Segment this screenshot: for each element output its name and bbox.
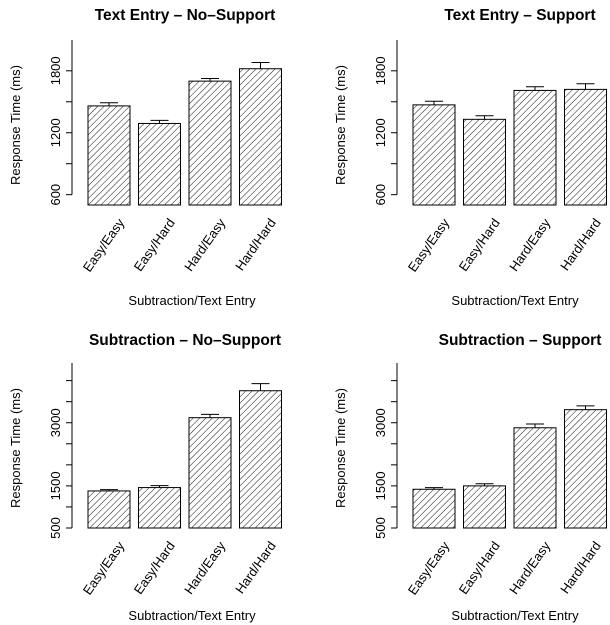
y-tick-label: 3000 [373, 408, 388, 437]
x-tick-label: Easy/Easy [80, 215, 128, 274]
bar [463, 118, 506, 206]
y-tick-label: 1200 [48, 118, 63, 147]
y-axis-label: Response Time (ms) [8, 388, 23, 508]
bar [188, 417, 232, 529]
x-tick-label: Easy/Easy [405, 538, 453, 597]
bar [513, 89, 557, 206]
chart-panel-4: Subtraction – Support 500 1500 3000 Response… [333, 332, 607, 623]
bar [239, 390, 282, 529]
bar [412, 104, 456, 206]
bar [463, 485, 506, 529]
y-tick-label: 1200 [373, 118, 388, 147]
x-axis-label: Subtraction/Text Entry [128, 293, 256, 308]
x-tick-label: Hard/Easy [506, 538, 553, 597]
x-tick-label: Easy/Easy [80, 538, 128, 597]
y-tick-label: 3000 [48, 408, 63, 437]
bar [138, 487, 181, 529]
bar [138, 122, 181, 206]
x-tick-label: Easy/Hard [131, 539, 178, 597]
x-tick-label: Hard/Easy [181, 215, 228, 274]
chart-title: Text Entry – Support [444, 7, 595, 24]
y-axis-label: Response Time (ms) [8, 65, 23, 185]
bar [87, 490, 131, 529]
y-tick-label: 600 [373, 184, 388, 206]
y-axis-label: Response Time (ms) [333, 388, 348, 508]
bar [513, 427, 557, 529]
chart-panel-1: Text Entry – No–Support 600 1200 1800 Respon… [8, 7, 282, 308]
bar [412, 488, 456, 529]
chart-panel-3: Subtraction – No–Support 500 1500 3000 Respo… [8, 332, 282, 623]
x-tick-label: Easy/Hard [456, 216, 503, 274]
x-tick-label: Hard/Easy [506, 215, 553, 274]
x-tick-label: Easy/Hard [131, 216, 178, 274]
chart-title: Subtraction – Support [439, 332, 602, 349]
x-tick-label: Hard/Hard [232, 216, 279, 274]
x-axis-label: Subtraction/Text Entry [451, 608, 579, 623]
x-tick-label: Easy/Easy [405, 215, 453, 274]
chart-title: Text Entry – No–Support [95, 7, 276, 24]
y-tick-label: 1500 [48, 471, 63, 500]
y-tick-label: 1800 [48, 56, 63, 85]
bar [188, 80, 232, 206]
bar [239, 68, 282, 206]
x-axis-label: Subtraction/Text Entry [128, 608, 256, 623]
x-tick-label: Hard/Hard [232, 539, 279, 597]
y-tick-label: 600 [48, 184, 63, 206]
chart-panel-2: Text Entry – Support 600 1200 1800 Response … [333, 7, 607, 308]
x-tick-label: Hard/Easy [181, 538, 228, 597]
y-tick-label: 500 [373, 517, 388, 539]
y-tick-label: 1800 [373, 56, 388, 85]
x-tick-label: Hard/Hard [557, 216, 604, 274]
bar [87, 105, 131, 206]
bar [564, 88, 607, 206]
y-tick-label: 1500 [373, 471, 388, 500]
chart-title: Subtraction – No–Support [89, 332, 281, 349]
x-axis-label: Subtraction/Text Entry [451, 293, 579, 308]
y-tick-label: 500 [48, 517, 63, 539]
y-axis-label: Response Time (ms) [333, 65, 348, 185]
x-tick-label: Easy/Hard [456, 539, 503, 597]
x-tick-label: Hard/Hard [557, 539, 604, 597]
bar [564, 409, 607, 529]
